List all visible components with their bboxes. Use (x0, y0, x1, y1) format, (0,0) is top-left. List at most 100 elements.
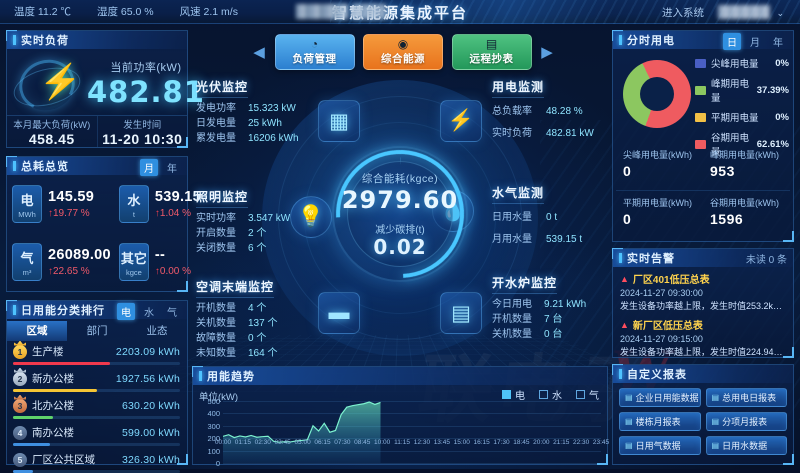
nav-button-integrated-energy[interactable]: ◉ 综合能源 (363, 34, 443, 70)
x-tick-label: 11:15 (394, 439, 410, 446)
tab-business[interactable]: 业态 (146, 325, 168, 337)
chevron-right-icon[interactable]: ▶ (541, 44, 553, 61)
rank-medal: 3 (13, 398, 27, 413)
lighting-monitor-title: 照明监控 (196, 188, 249, 208)
energy-trend-toolbar: 单位(kW) 电 水 气 (193, 385, 607, 403)
pv-daily-row: 日发电量 25 kWh (196, 118, 282, 129)
report-button-total-electric-daily[interactable]: ▤ 总用电日报表 (705, 388, 787, 407)
enter-system-link[interactable]: 进入系统 (662, 7, 704, 19)
lightbulb-icon: 💡 (290, 196, 332, 238)
weather-humidity: 湿度 65.0 % (97, 6, 154, 18)
chevron-left-icon[interactable]: ◀ (253, 44, 265, 61)
water-gas-monitor-group: 水气监测 日用水量 0 t 月用水量 539.15 t (492, 184, 582, 251)
rank-progress-bar (13, 362, 180, 365)
toggle-water[interactable]: 水 (144, 308, 154, 319)
alarm-list: ▲ 厂区401低压总表 2024-11-27 09:30:00 发生设备功率越上… (613, 267, 793, 358)
report-button-enterprise-daily[interactable]: ▤ 企业日用能数据 (619, 388, 701, 407)
legend-item-water[interactable]: 水 (539, 387, 562, 402)
realtime-load-panel: 实时负荷 ⚡ 当前功率(kW) 482.81 本月最大负荷(kW) 458.45… (6, 30, 204, 148)
rank-medal: 5 (13, 452, 27, 467)
realtime-load-header: 实时负荷 (7, 31, 187, 49)
report-button-grid: ▤ 企业日用能数据 ▤ 总用电日报表 ▤ 楼栋月报表 ▤ 分项月报表 ▤ 日用气… (613, 383, 793, 460)
alarm-device-name: 新厂区低压总表 (632, 321, 703, 332)
toggle-year[interactable]: 年 (167, 164, 177, 175)
x-tick-label: 05:00 (294, 439, 311, 446)
list-item[interactable]: 4 南办公楼 599.00 kWh (13, 425, 180, 446)
list-item[interactable]: 3 北办公楼 630.20 kWh (13, 398, 180, 419)
gauge-label-carbon: 减少碳排(t) (375, 224, 425, 236)
alarm-timestamp: 2024-11-27 09:15:00 (620, 334, 703, 344)
y-tick-500: 500 (207, 397, 220, 406)
tab-department[interactable]: 部门 (86, 325, 108, 337)
consumption-cell-water: 水 t 539.15 ↑1.04 % (114, 175, 204, 233)
tou-cell-sharp-peak: 尖峰用电量(kWh) 0 (616, 143, 703, 191)
month-max-load-label: 本月最大负荷(kW) (13, 120, 91, 131)
energy-trend-chart (223, 401, 381, 463)
toggle-month[interactable]: 月 (750, 38, 760, 49)
alarm-device-name: 厂区401低压总表 (632, 275, 710, 286)
list-item[interactable]: ▲ 厂区401低压总表 2024-11-27 09:30:00 发生设备功率越上… (620, 271, 786, 312)
boiler-icon: ▤ (440, 292, 482, 334)
toggle-year[interactable]: 年 (773, 38, 783, 49)
nav-button-load-management[interactable]: ◔ 负荷管理 (274, 34, 355, 70)
header-accent-bar (619, 253, 622, 263)
toggle-day[interactable]: 日 (723, 33, 741, 50)
toggle-electric[interactable]: 电 (117, 303, 135, 320)
report-button-building-monthly[interactable]: ▤ 楼栋月报表 (619, 412, 701, 431)
toggle-gas[interactable]: 气 (167, 308, 177, 319)
boiler-today-row: 今日用电 9.21 kWh (492, 299, 587, 310)
x-tick-label: 02:30 (254, 439, 271, 446)
list-item[interactable]: 5 厂区公共区域 326.30 kWh (13, 452, 180, 473)
custom-report-panel: 自定义报表 ▤ 企业日用能数据 ▤ 总用电日报表 ▤ 楼栋月报表 ▤ 分项月报表… (612, 364, 794, 465)
rank-progress-bar (13, 389, 180, 392)
rank-progress-bar (13, 443, 180, 446)
checkbox-gas[interactable] (576, 390, 585, 399)
gauge-value-energy: 2979.60 (341, 185, 459, 214)
checkbox-water[interactable] (539, 390, 548, 399)
tab-area[interactable]: 区域 (7, 321, 67, 341)
water-icon: 水 t (118, 185, 149, 223)
header-accent-bar (619, 369, 622, 379)
chart-unit-label: 单位(kW) (199, 392, 239, 403)
realtime-load-body: ⚡ 当前功率(kW) 482.81 (7, 49, 204, 118)
rank-progress-bar (13, 416, 180, 419)
legend-item-gas[interactable]: 气 (576, 387, 599, 402)
blurred-logo-left-2 (352, 4, 386, 19)
report-button-gas-daily[interactable]: ▤ 日用气数据 (619, 436, 701, 455)
other-delta: ↑0.00 % (154, 266, 192, 277)
legend-row-sharp-peak: 尖峰用电量 0% (695, 56, 789, 70)
tou-toggle: 日 月 年 (723, 33, 787, 50)
boiler-on-row: 开机数量 7 台 (492, 314, 563, 325)
x-tick-label: 06:15 (314, 439, 331, 446)
legend-swatch (695, 112, 706, 122)
consumption-cell-other: 其它 kgce -- ↑0.00 % (114, 233, 204, 291)
document-icon: ▤ (711, 393, 720, 402)
tou-cell-valley: 谷期用电量(kWh) 1596 (710, 198, 779, 227)
lighting-on-row: 开启数量 2 个 (196, 228, 267, 239)
air-conditioner-icon: ▬ (318, 292, 360, 334)
pv-monitor-group: 光伏监控 发电功率 15.323 kW 日发电量 25 kWh 累发电量 16206 … (196, 78, 299, 146)
list-item[interactable]: 2 新办公楼 1927.56 kWh (13, 371, 180, 392)
electric-icon: 电 MWh (12, 185, 42, 223)
realtime-load-title: 实时负荷 (21, 35, 69, 47)
list-item[interactable]: ▲ 新厂区低压总表 2024-11-27 09:15:00 发生设备功率越上限，… (620, 317, 786, 358)
legend-item-electric[interactable]: 电 (502, 387, 525, 402)
weather-windspeed: 风速 2.1 m/s (179, 6, 238, 18)
header-accent-bar (13, 35, 16, 45)
electric-loadrate-row: 总负载率 48.28 % (492, 106, 583, 117)
alarm-description: 发生设备功率越上限，发生时值224.94kW... (620, 347, 786, 357)
chevron-down-icon[interactable]: ⌄ (776, 8, 784, 18)
y-tick-100: 100 (207, 446, 220, 456)
energy-trend-title: 用能趋势 (207, 371, 255, 383)
toggle-month[interactable]: 月 (140, 159, 158, 176)
checkbox-electric[interactable] (502, 390, 511, 399)
report-button-subitem-monthly[interactable]: ▤ 分项月报表 (705, 412, 787, 431)
rank-medal: 2 (13, 371, 27, 386)
rank-value: 2203.09 kWh (115, 345, 180, 358)
document-icon: ▤ (625, 393, 633, 402)
nav-button-remote-meter[interactable]: ▤ 远程抄表 (451, 34, 532, 70)
electric-delta: ↑19.77 % (48, 208, 90, 219)
report-button-water-daily[interactable]: ▤ 日用水数据 (705, 436, 787, 455)
pv-power-row: 发电功率 15.323 kW (196, 103, 296, 114)
list-item[interactable]: 1 生产楼 2203.09 kWh (13, 344, 180, 365)
